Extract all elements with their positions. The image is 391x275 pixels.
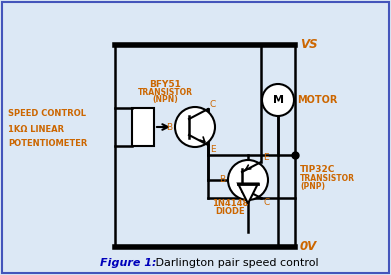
Text: (PNP): (PNP)	[300, 182, 325, 191]
Text: POTENTIOMETER: POTENTIOMETER	[8, 139, 87, 147]
Text: 0V: 0V	[300, 241, 317, 254]
Text: DIODE: DIODE	[215, 208, 245, 216]
Text: 1N4148: 1N4148	[212, 199, 248, 208]
Text: B: B	[166, 122, 172, 131]
Text: C: C	[210, 100, 216, 109]
Text: B: B	[219, 175, 225, 185]
Text: VS: VS	[300, 39, 317, 51]
Text: MOTOR: MOTOR	[297, 95, 337, 105]
Text: TIP32C: TIP32C	[300, 165, 335, 174]
Text: E: E	[210, 145, 215, 154]
Text: TRANSISTOR: TRANSISTOR	[138, 88, 192, 97]
Text: Darlington pair speed control: Darlington pair speed control	[152, 258, 319, 268]
Circle shape	[228, 160, 268, 200]
Bar	[132, 108, 154, 146]
Text: 1KΩ LINEAR: 1KΩ LINEAR	[8, 125, 64, 133]
Text: SPEED CONTROL: SPEED CONTROL	[8, 109, 86, 117]
Polygon shape	[238, 183, 258, 204]
Text: E: E	[263, 153, 269, 162]
Text: BFY51: BFY51	[149, 80, 181, 89]
Text: M: M	[273, 95, 283, 105]
Circle shape	[262, 84, 294, 116]
Text: C: C	[263, 198, 269, 207]
Text: Figure 1:: Figure 1:	[100, 258, 156, 268]
Text: (NPN): (NPN)	[152, 95, 178, 104]
Circle shape	[175, 107, 215, 147]
Text: TRANSISTOR: TRANSISTOR	[300, 174, 355, 183]
FancyBboxPatch shape	[2, 2, 389, 273]
